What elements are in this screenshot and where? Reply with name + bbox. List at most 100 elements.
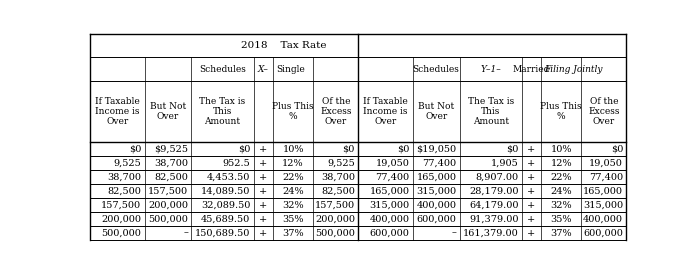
Text: Filing Jointly: Filing Jointly	[545, 65, 603, 74]
Text: 600,000: 600,000	[583, 229, 623, 238]
Text: –: –	[452, 229, 456, 238]
Text: +: +	[527, 159, 535, 167]
Text: Schedules: Schedules	[412, 65, 460, 74]
Text: X–: X–	[258, 65, 268, 74]
Text: +: +	[259, 173, 268, 182]
Text: 77,400: 77,400	[375, 173, 410, 182]
Text: 165,000: 165,000	[370, 186, 410, 196]
Text: Single: Single	[276, 65, 305, 74]
Text: 600,000: 600,000	[370, 229, 410, 238]
Text: $9,525: $9,525	[154, 144, 188, 154]
Text: But Not
Over: But Not Over	[150, 102, 186, 121]
Text: $0: $0	[506, 144, 519, 154]
Text: 28,179.00: 28,179.00	[469, 186, 519, 196]
Text: +: +	[527, 229, 535, 238]
Text: $0: $0	[397, 144, 410, 154]
Text: 200,000: 200,000	[315, 215, 355, 224]
Text: +: +	[527, 215, 535, 224]
Text: 32,089.50: 32,089.50	[201, 201, 250, 209]
Text: 24%: 24%	[551, 186, 572, 196]
Text: $0: $0	[238, 144, 250, 154]
Text: 165,000: 165,000	[417, 173, 456, 182]
Text: +: +	[527, 144, 535, 154]
Text: +: +	[527, 201, 535, 209]
Text: But Not
Over: But Not Over	[418, 102, 454, 121]
Text: 38,700: 38,700	[154, 159, 188, 167]
Text: 400,000: 400,000	[370, 215, 410, 224]
Text: 9,525: 9,525	[327, 159, 355, 167]
Text: 952.5: 952.5	[223, 159, 250, 167]
Text: 157,500: 157,500	[315, 201, 355, 209]
Text: Schedules: Schedules	[199, 65, 246, 74]
Text: Plus This
%: Plus This %	[540, 102, 582, 121]
Text: 161,379.00: 161,379.00	[463, 229, 519, 238]
Text: Married: Married	[513, 65, 550, 74]
Text: 32%: 32%	[282, 201, 304, 209]
Text: 315,000: 315,000	[416, 186, 456, 196]
Text: 82,500: 82,500	[321, 186, 355, 196]
Text: 22%: 22%	[551, 173, 572, 182]
Text: The Tax is
This
Amount: The Tax is This Amount	[468, 97, 514, 127]
Text: If Taxable
Income is
Over: If Taxable Income is Over	[95, 97, 140, 127]
Text: –: –	[183, 229, 188, 238]
Text: $0: $0	[129, 144, 141, 154]
Text: 400,000: 400,000	[583, 215, 623, 224]
Text: Y–1–: Y–1–	[480, 65, 501, 74]
Text: $0: $0	[343, 144, 355, 154]
Text: 9,525: 9,525	[114, 159, 141, 167]
Text: 14,089.50: 14,089.50	[201, 186, 250, 196]
Text: 400,000: 400,000	[417, 201, 456, 209]
Text: 24%: 24%	[282, 186, 304, 196]
Text: +: +	[527, 186, 535, 196]
Text: 37%: 37%	[282, 229, 304, 238]
Text: 12%: 12%	[551, 159, 572, 167]
Text: 35%: 35%	[551, 215, 572, 224]
Text: +: +	[259, 215, 268, 224]
Text: 77,400: 77,400	[589, 173, 623, 182]
Text: 500,000: 500,000	[101, 229, 141, 238]
Text: 315,000: 315,000	[369, 201, 410, 209]
Text: +: +	[259, 229, 268, 238]
Text: 157,500: 157,500	[101, 201, 141, 209]
Text: 38,700: 38,700	[108, 173, 141, 182]
Text: 77,400: 77,400	[422, 159, 456, 167]
Text: $0: $0	[611, 144, 623, 154]
Text: 22%: 22%	[282, 173, 304, 182]
Text: +: +	[259, 159, 268, 167]
Text: 8,907.00: 8,907.00	[475, 173, 519, 182]
Text: 82,500: 82,500	[108, 186, 141, 196]
Text: 10%: 10%	[282, 144, 304, 154]
Text: 200,000: 200,000	[148, 201, 188, 209]
Text: 19,050: 19,050	[375, 159, 410, 167]
Text: The Tax is
This
Amount: The Tax is This Amount	[199, 97, 245, 127]
Text: 12%: 12%	[282, 159, 304, 167]
Text: 500,000: 500,000	[315, 229, 355, 238]
Text: +: +	[259, 144, 268, 154]
Text: 10%: 10%	[551, 144, 572, 154]
Text: Of the
Excess
Over: Of the Excess Over	[588, 97, 620, 127]
Text: 82,500: 82,500	[154, 173, 188, 182]
Text: 1,905: 1,905	[491, 159, 519, 167]
Text: 35%: 35%	[282, 215, 304, 224]
Text: Of the
Excess
Over: Of the Excess Over	[320, 97, 352, 127]
Text: If Taxable
Income is
Over: If Taxable Income is Over	[363, 97, 408, 127]
Text: +: +	[527, 173, 535, 182]
Text: 64,179.00: 64,179.00	[469, 201, 519, 209]
Text: 37%: 37%	[551, 229, 572, 238]
Text: 315,000: 315,000	[583, 201, 623, 209]
Text: 4,453.50: 4,453.50	[207, 173, 250, 182]
Text: 150,689.50: 150,689.50	[195, 229, 250, 238]
Text: 500,000: 500,000	[148, 215, 188, 224]
Text: 600,000: 600,000	[417, 215, 456, 224]
Text: 91,379.00: 91,379.00	[469, 215, 519, 224]
Text: 45,689.50: 45,689.50	[201, 215, 250, 224]
Text: 32%: 32%	[551, 201, 572, 209]
Text: 19,050: 19,050	[589, 159, 623, 167]
Text: 38,700: 38,700	[321, 173, 355, 182]
Text: 2018    Tax Rate: 2018 Tax Rate	[241, 41, 326, 50]
Text: +: +	[259, 201, 268, 209]
Text: $19,050: $19,050	[416, 144, 456, 154]
Text: 200,000: 200,000	[101, 215, 141, 224]
Text: 157,500: 157,500	[148, 186, 188, 196]
Text: +: +	[259, 186, 268, 196]
